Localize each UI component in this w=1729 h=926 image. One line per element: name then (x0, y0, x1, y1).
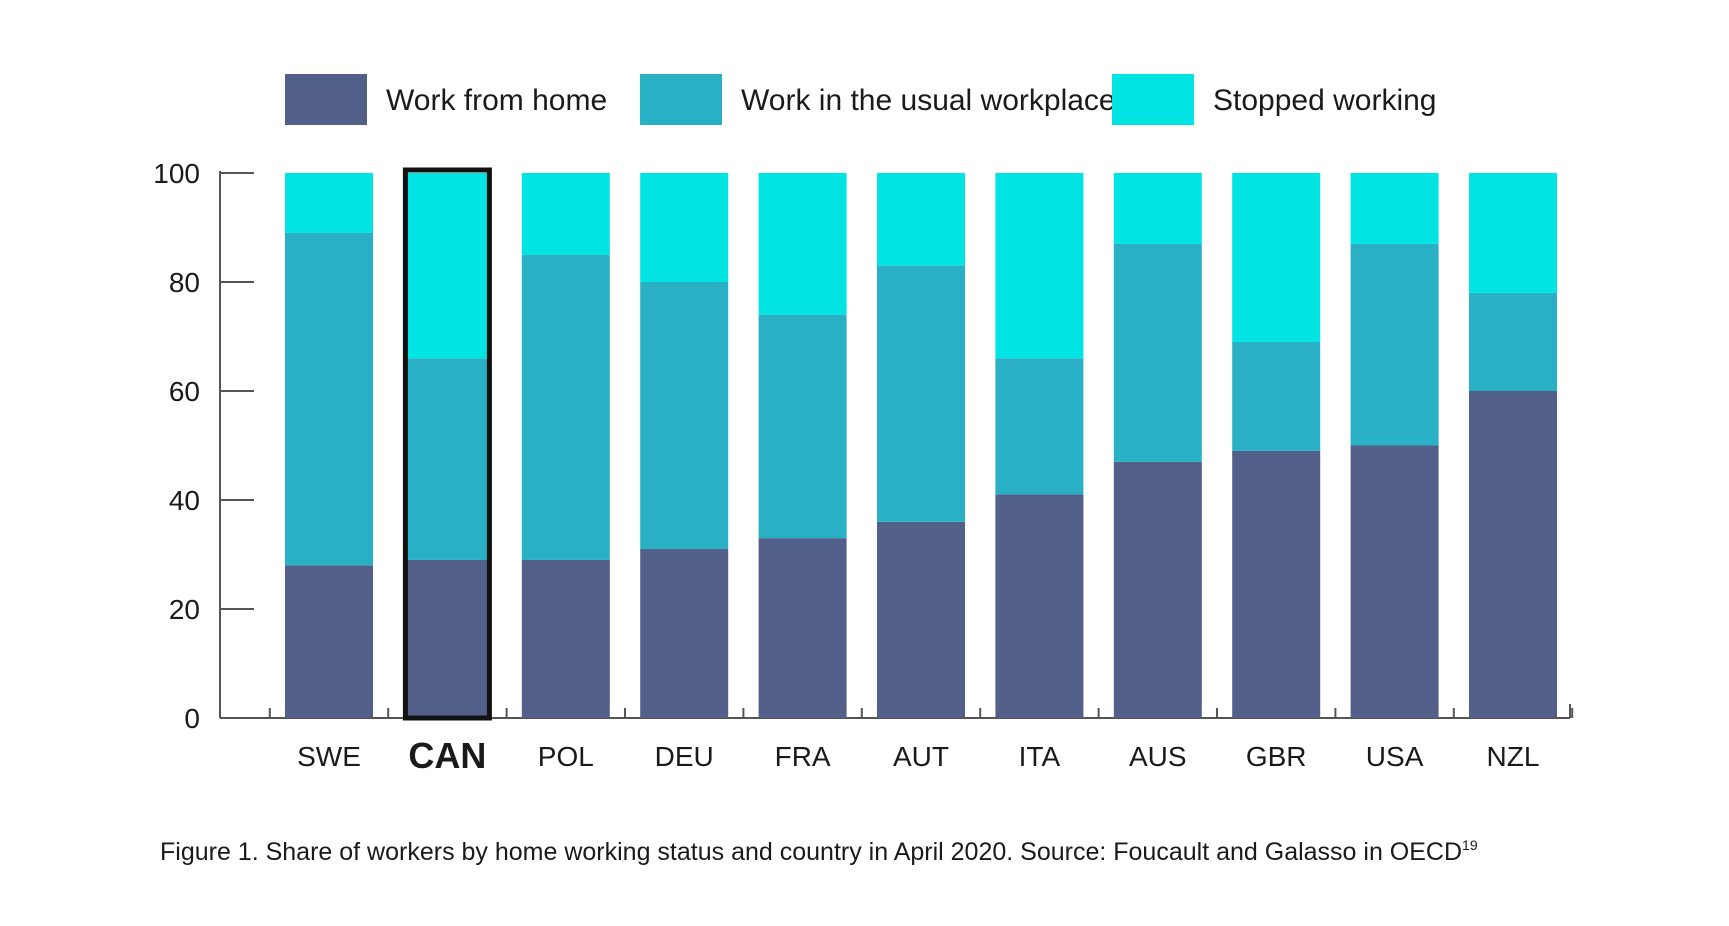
legend-label: Work from home (386, 84, 607, 117)
y-tick-label: 60 (169, 376, 200, 407)
bar-segment (1350, 173, 1439, 244)
bar-segment (285, 173, 373, 233)
bar-segment (1350, 445, 1439, 718)
bar-segment (1232, 341, 1321, 451)
x-tick-label: AUS (1129, 741, 1187, 772)
bar-segment (1113, 243, 1202, 462)
y-tick-label: 0 (184, 703, 200, 734)
highlight-outline (402, 167, 492, 721)
y-tick-label: 100 (153, 158, 200, 189)
bar-segment (521, 254, 610, 560)
legend-swatch (640, 74, 722, 125)
legend: Work from home Work in the usual workplac… (285, 74, 1436, 125)
x-tick-label: POL (538, 741, 594, 772)
x-axis: SWE CAN POL DEU FRA AUT ITA AUS GBR USA NZL (220, 704, 1574, 776)
y-tick-label: 80 (169, 267, 200, 298)
x-tick-label: DEU (655, 741, 714, 772)
legend-label: Stopped working (1213, 84, 1436, 117)
caption-superscript: 19 (1462, 837, 1478, 853)
bar-segment (1232, 450, 1321, 718)
bar-segment (403, 559, 492, 718)
y-axis: 0 20 40 60 80 100 (153, 158, 254, 734)
y-tick-label: 20 (169, 594, 200, 625)
legend-swatch (285, 74, 367, 125)
bar-segment (285, 232, 373, 566)
bar-segment (758, 314, 847, 539)
bar-segment (758, 173, 847, 315)
caption-text: Figure 1. Share of workers by home worki… (160, 838, 1462, 866)
bar-segment (877, 173, 965, 266)
x-tick-label: ITA (1019, 741, 1061, 772)
x-tick-label: GBR (1246, 741, 1307, 772)
bar-segment (1232, 173, 1321, 342)
bar-segment (640, 173, 729, 282)
bar-segment (1469, 391, 1557, 718)
bar-segment (640, 549, 729, 718)
bar-segment (1113, 173, 1202, 244)
x-tick-label: NZL (1487, 741, 1540, 772)
x-tick-label: FRA (775, 741, 831, 772)
figure-caption: Figure 1. Share of workers by home worki… (160, 837, 1478, 866)
bar-segment (995, 358, 1084, 495)
bar-segment (995, 494, 1084, 718)
x-tick-label: AUT (893, 741, 949, 772)
bar-segment (877, 265, 965, 522)
bar-segment (1113, 461, 1202, 718)
x-tick-label: CAN (408, 735, 486, 776)
x-tick-label: SWE (297, 741, 361, 772)
y-tick-label: 40 (169, 485, 200, 516)
bar-segment (403, 173, 492, 359)
x-tick-label: USA (1366, 741, 1424, 772)
bar-segment (521, 173, 610, 255)
bar-segment (403, 358, 492, 560)
legend-label: Work in the usual workplace (741, 84, 1116, 117)
legend-swatch (1112, 74, 1194, 125)
bars (285, 167, 1557, 721)
bar-segment (640, 282, 729, 550)
bar-segment (285, 565, 373, 718)
bar-segment (758, 538, 847, 718)
bar-segment (995, 173, 1084, 359)
bar-segment (521, 559, 610, 718)
bar-segment (1469, 173, 1557, 293)
bar-segment (877, 521, 965, 718)
bar-segment (1350, 243, 1439, 446)
bar-segment (1469, 292, 1557, 391)
